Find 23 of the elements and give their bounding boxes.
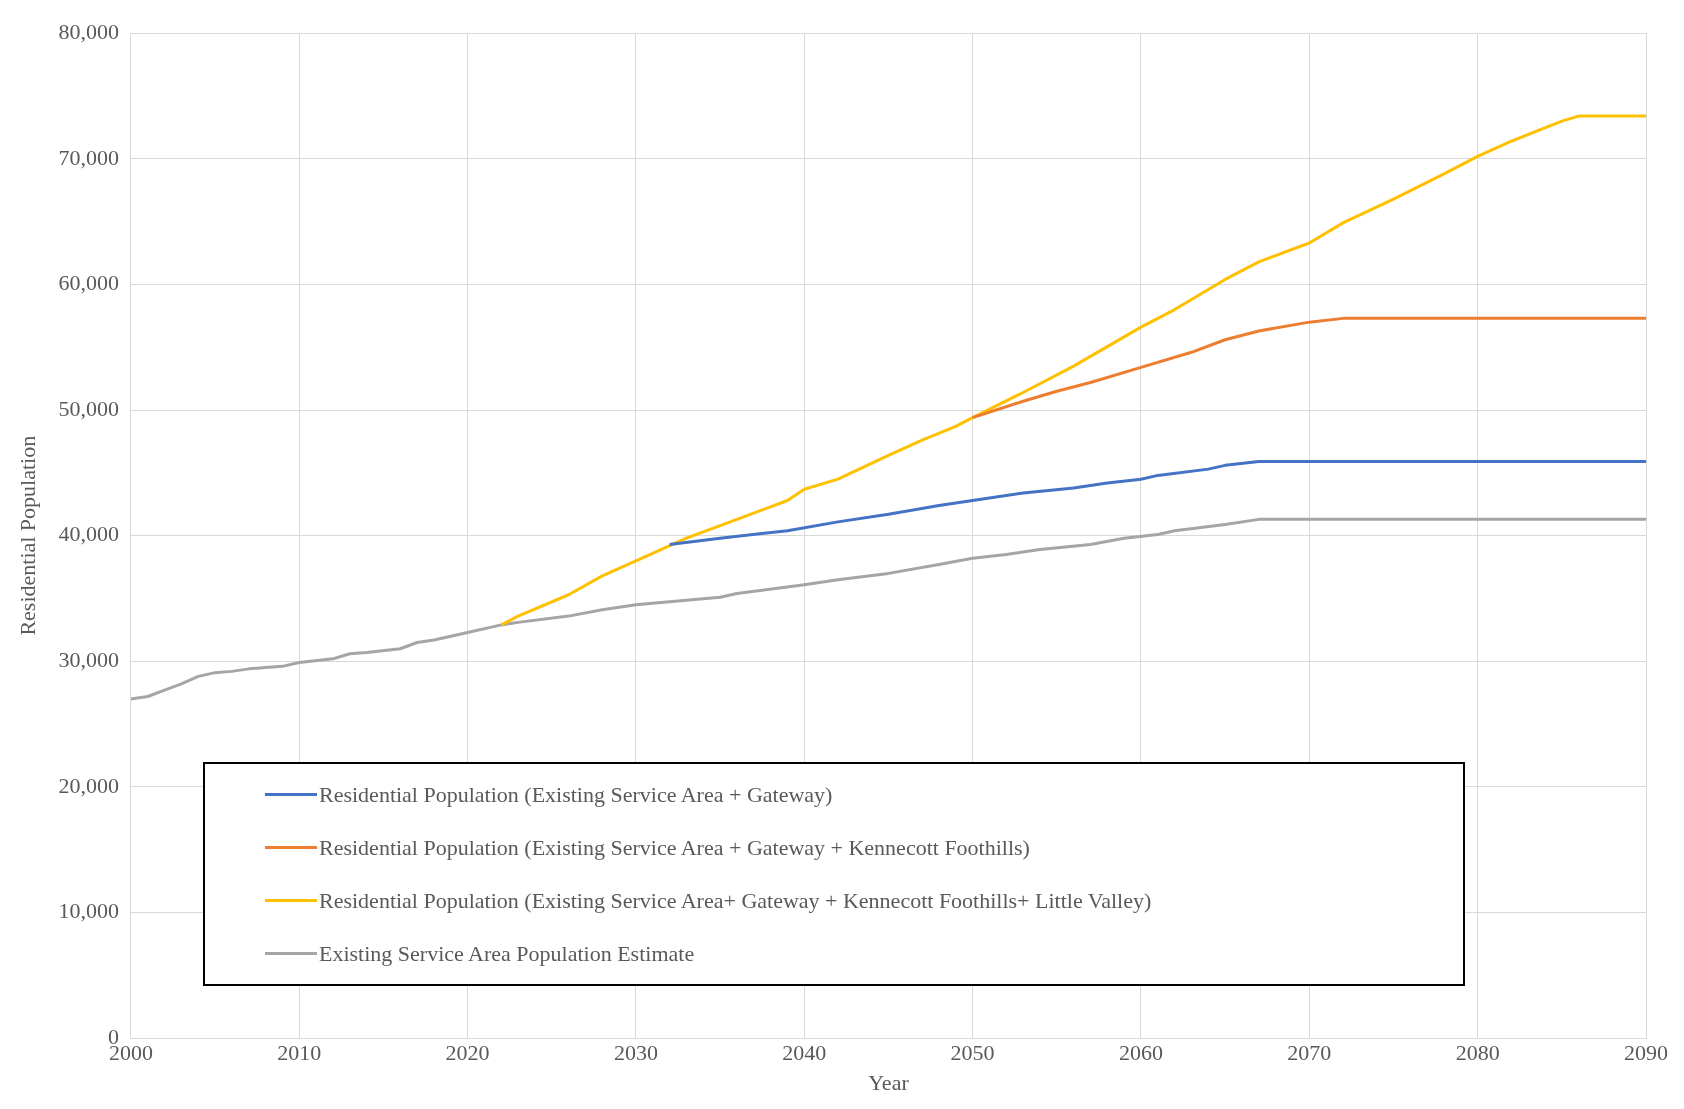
y-tick-label: 10,000 bbox=[58, 898, 119, 924]
x-tick-label: 2050 bbox=[950, 1040, 995, 1066]
y-tick-label: 70,000 bbox=[58, 144, 119, 170]
legend-label: Existing Service Area Population Estimate bbox=[319, 940, 695, 967]
y-tick-label: 50,000 bbox=[58, 395, 119, 421]
x-tick-label: 2010 bbox=[277, 1040, 322, 1066]
legend-label: Residential Population (Existing Service Area + Gateway + Kennecott Foothills) bbox=[319, 834, 1030, 861]
x-tick-label: 2080 bbox=[1455, 1040, 1500, 1066]
y-tick-label: 80,000 bbox=[58, 18, 119, 44]
x-tick-label: 2070 bbox=[1287, 1040, 1332, 1066]
x-axis-title: Year bbox=[868, 1069, 910, 1095]
x-tick-label: 2040 bbox=[782, 1040, 827, 1066]
x-tick-label: 2090 bbox=[1624, 1040, 1668, 1066]
x-tick-label: 2060 bbox=[1118, 1040, 1163, 1066]
x-tick-label: 2030 bbox=[613, 1040, 658, 1066]
legend-label: Residential Population (Existing Service Area+ Gateway + Kennecott Foothills+ Little Valley) bbox=[319, 887, 1152, 914]
y-tick-label: 60,000 bbox=[58, 270, 119, 296]
y-tick-label: 20,000 bbox=[58, 772, 119, 798]
legend-label: Residential Population (Existing Service Area + Gateway) bbox=[319, 781, 833, 808]
y-tick-label: 30,000 bbox=[58, 647, 119, 673]
x-tick-label: 2020 bbox=[445, 1040, 490, 1066]
y-tick-label: 40,000 bbox=[58, 521, 119, 547]
y-axis-title: Residential Population bbox=[14, 435, 40, 636]
